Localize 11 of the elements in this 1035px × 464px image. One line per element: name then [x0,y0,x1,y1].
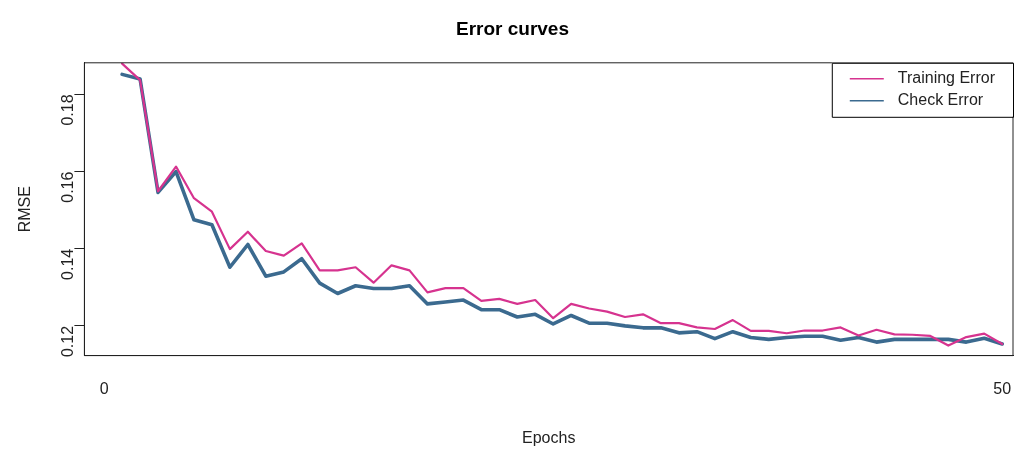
y-tick-label: 0.14 [58,248,76,280]
y-tick-label: 0.18 [58,94,76,126]
y-tick-label: 0.12 [58,325,76,358]
x-axis-title: Epochs [522,428,576,446]
x-tick-label: 0 [99,379,109,397]
chart-title: Error curves [455,17,570,39]
legend-label: Check Error [897,91,984,109]
x-tick-label: 50 [993,379,1012,397]
legend-label: Training Error [897,69,996,87]
y-tick-label: 0.16 [58,171,76,203]
y-axis-title: RMSE [16,186,34,233]
